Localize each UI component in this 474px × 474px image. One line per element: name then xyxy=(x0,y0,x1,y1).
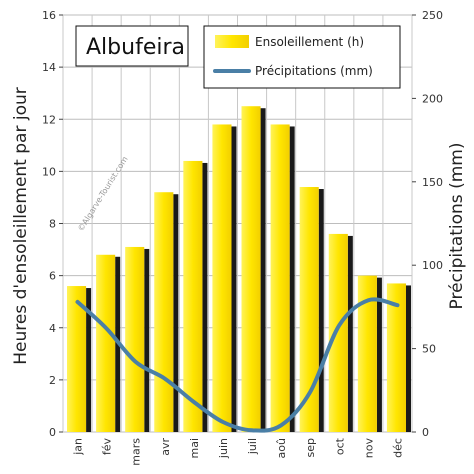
legend-label-precip: Précipitations (mm) xyxy=(255,64,373,78)
right-tick-label: 0 xyxy=(422,426,429,439)
bar-shadow xyxy=(144,248,150,432)
city-box xyxy=(75,25,189,67)
bar-shadow xyxy=(86,288,92,432)
bar-shadow xyxy=(202,162,208,432)
left-tick-label: 0 xyxy=(49,426,56,439)
x-tick-label: aoû xyxy=(275,438,288,458)
right-axis-ticks: 0 50 100 150 200 250 xyxy=(412,9,443,439)
x-tick-label: juin xyxy=(217,438,230,459)
x-tick-label: fév xyxy=(101,438,114,456)
bar-shadow xyxy=(289,126,295,433)
sunshine-bar xyxy=(183,160,203,432)
bar-shadow xyxy=(231,126,237,433)
sunshine-bar xyxy=(96,254,116,432)
line-series xyxy=(75,297,400,433)
left-tick-label: 8 xyxy=(49,218,56,231)
sunshine-bar xyxy=(357,275,377,432)
right-tick-label: 50 xyxy=(422,343,436,356)
x-tick-label: mai xyxy=(188,438,201,459)
x-tick-label: juil xyxy=(246,438,259,455)
x-tick-label: déc xyxy=(391,438,404,458)
bar-shadow xyxy=(318,189,324,432)
x-tick-label: jan xyxy=(72,438,85,456)
sunshine-bar xyxy=(270,124,290,433)
left-tick-label: 14 xyxy=(42,61,56,74)
right-tick-label: 100 xyxy=(422,259,443,272)
sunshine-bar xyxy=(386,283,406,432)
legend-swatch-sunshine xyxy=(215,35,249,48)
left-tick-label: 2 xyxy=(49,374,56,387)
x-tick-label: mars xyxy=(130,438,143,466)
x-tick-label: sep xyxy=(304,438,317,457)
left-tick-label: 16 xyxy=(42,9,56,22)
sunshine-bar xyxy=(154,192,174,432)
left-tick-label: 12 xyxy=(42,113,56,126)
bar-shadow xyxy=(260,108,266,432)
x-axis-ticks: jan fév mars avr mai juin juil aoû sep oct nov déc xyxy=(72,437,405,465)
y-right-label: Précipitations (mm) xyxy=(447,143,467,310)
bar-shadow xyxy=(173,194,179,432)
legend-label-sunshine: Ensoleillement (h) xyxy=(255,35,364,49)
chart-title: Albufeira xyxy=(86,35,185,60)
bar-shadow xyxy=(376,277,382,432)
precipitation-line xyxy=(75,297,400,433)
left-tick-label: 4 xyxy=(49,322,56,335)
y-left-label: Heures d'ensoleillement par jour xyxy=(11,87,31,364)
x-tick-label: avr xyxy=(159,438,172,456)
sunshine-bar xyxy=(212,124,232,433)
bar-shadow xyxy=(406,285,411,432)
sunshine-bar xyxy=(241,106,261,432)
sunshine-bar xyxy=(328,233,348,432)
right-tick-label: 250 xyxy=(422,9,443,22)
right-tick-label: 200 xyxy=(422,92,443,105)
sunshine-bar xyxy=(299,187,319,432)
right-tick-label: 150 xyxy=(422,176,443,189)
x-tick-label: nov xyxy=(362,438,375,459)
bar-shadow xyxy=(347,235,353,432)
left-tick-label: 10 xyxy=(42,165,56,178)
bar-series xyxy=(67,106,411,433)
left-axis-ticks: 0 2 4 6 8 10 12 14 16 xyxy=(42,9,63,439)
legend: Ensoleillement (h) Précipitations (mm) xyxy=(203,25,401,89)
sunshine-bar xyxy=(67,286,87,432)
x-tick-label: oct xyxy=(333,437,346,455)
left-tick-label: 6 xyxy=(49,270,56,283)
sunshine-bar xyxy=(125,246,145,432)
